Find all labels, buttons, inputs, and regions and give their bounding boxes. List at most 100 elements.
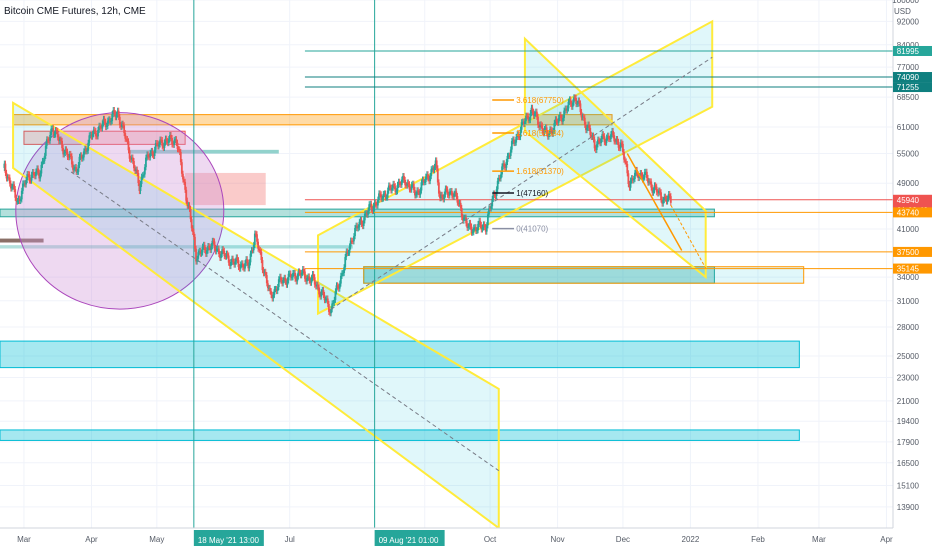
x-tick-label: Nov bbox=[550, 535, 564, 544]
candle-body bbox=[239, 264, 242, 269]
candle-body bbox=[615, 139, 618, 142]
candle-body bbox=[24, 183, 26, 185]
candle-body bbox=[223, 250, 226, 257]
y-tick-label: 100000 bbox=[892, 0, 919, 5]
candle-body bbox=[106, 120, 109, 127]
candle-body bbox=[314, 284, 317, 287]
candle-body bbox=[81, 157, 84, 159]
candle-body bbox=[76, 171, 79, 173]
candle-body bbox=[398, 181, 401, 185]
candle-body bbox=[228, 262, 231, 267]
candle-body bbox=[57, 137, 60, 142]
candle-body bbox=[524, 121, 526, 125]
candle-body bbox=[476, 230, 478, 232]
candle-body bbox=[353, 236, 355, 242]
candle-body bbox=[212, 240, 215, 242]
candle-body bbox=[240, 263, 243, 265]
candle-body bbox=[497, 177, 500, 181]
price-badge bbox=[893, 263, 932, 274]
candle-body bbox=[475, 227, 477, 231]
candle-body bbox=[418, 192, 421, 195]
candle-body bbox=[645, 171, 648, 178]
candle-body bbox=[150, 150, 153, 153]
candle-body bbox=[268, 287, 270, 289]
candle-body bbox=[420, 182, 423, 191]
channel-falling bbox=[523, 36, 707, 280]
candle-body bbox=[75, 167, 78, 172]
candle-body bbox=[384, 193, 387, 198]
candle-body bbox=[215, 248, 218, 252]
y-tick-label: 31000 bbox=[897, 297, 920, 306]
x-tick-label: Jul bbox=[285, 535, 295, 544]
candle-body bbox=[300, 273, 303, 276]
candle-body bbox=[20, 190, 23, 200]
candle-body bbox=[444, 188, 447, 195]
candle-body bbox=[321, 290, 324, 293]
candle-body bbox=[260, 251, 263, 261]
candle-body bbox=[58, 139, 61, 142]
candle-body bbox=[33, 175, 36, 177]
candle-body bbox=[369, 203, 372, 205]
candle-body bbox=[159, 139, 161, 145]
candle-body bbox=[158, 144, 160, 147]
candle-body bbox=[354, 227, 356, 237]
candle-body bbox=[48, 140, 50, 142]
candle-body bbox=[99, 125, 102, 128]
candle-body bbox=[316, 284, 318, 287]
candle-body bbox=[558, 114, 561, 119]
candle-body bbox=[415, 194, 417, 196]
candle-body bbox=[594, 148, 597, 150]
candle-body bbox=[200, 252, 203, 254]
candle-body bbox=[343, 267, 346, 274]
candle-body bbox=[4, 163, 7, 173]
candle-body bbox=[236, 257, 239, 261]
candle-body bbox=[50, 128, 53, 135]
candle-body bbox=[93, 129, 96, 131]
candle-body bbox=[661, 199, 664, 204]
candle-body bbox=[67, 156, 70, 158]
y-tick-label: 23000 bbox=[897, 373, 920, 382]
candle-body bbox=[659, 190, 661, 193]
candle-body bbox=[305, 278, 307, 282]
candle-body bbox=[203, 244, 206, 250]
candle-body bbox=[600, 139, 603, 144]
candle-body bbox=[259, 249, 262, 252]
candle-body bbox=[121, 123, 123, 127]
candle-body bbox=[561, 117, 563, 122]
candle-body bbox=[278, 276, 281, 280]
candle-body bbox=[553, 123, 556, 132]
candle-body bbox=[9, 183, 12, 189]
x-tick-label: Dec bbox=[616, 535, 630, 544]
date-badge bbox=[193, 530, 264, 546]
candle-body bbox=[105, 126, 108, 128]
candle-body bbox=[385, 197, 388, 199]
candle-body bbox=[461, 216, 464, 221]
candle-body bbox=[641, 175, 644, 180]
price-badge-label: 81995 bbox=[897, 47, 920, 56]
candle-body bbox=[118, 116, 121, 126]
candle-body bbox=[472, 227, 475, 233]
candle-body bbox=[180, 162, 183, 174]
candle-body bbox=[123, 125, 126, 134]
y-tick-label: 25000 bbox=[897, 352, 920, 361]
candle-body bbox=[309, 280, 312, 283]
candle-body bbox=[448, 191, 451, 196]
candle-body bbox=[293, 272, 295, 274]
candle-body bbox=[664, 196, 667, 199]
candle-body bbox=[631, 178, 634, 181]
candle-body bbox=[652, 190, 655, 193]
candle-body bbox=[26, 174, 29, 180]
candle-body bbox=[299, 272, 302, 276]
candle-body bbox=[555, 119, 558, 122]
candle-body bbox=[663, 196, 666, 201]
candle-body bbox=[601, 134, 604, 140]
candle-body bbox=[263, 271, 266, 274]
candle-body bbox=[416, 190, 418, 195]
candle-body bbox=[504, 166, 507, 168]
candle-body bbox=[326, 298, 329, 304]
candle-body bbox=[466, 223, 469, 228]
candle-body bbox=[529, 113, 532, 121]
candle-body bbox=[614, 141, 617, 143]
candle-body bbox=[92, 129, 95, 135]
price-badge bbox=[893, 82, 932, 93]
